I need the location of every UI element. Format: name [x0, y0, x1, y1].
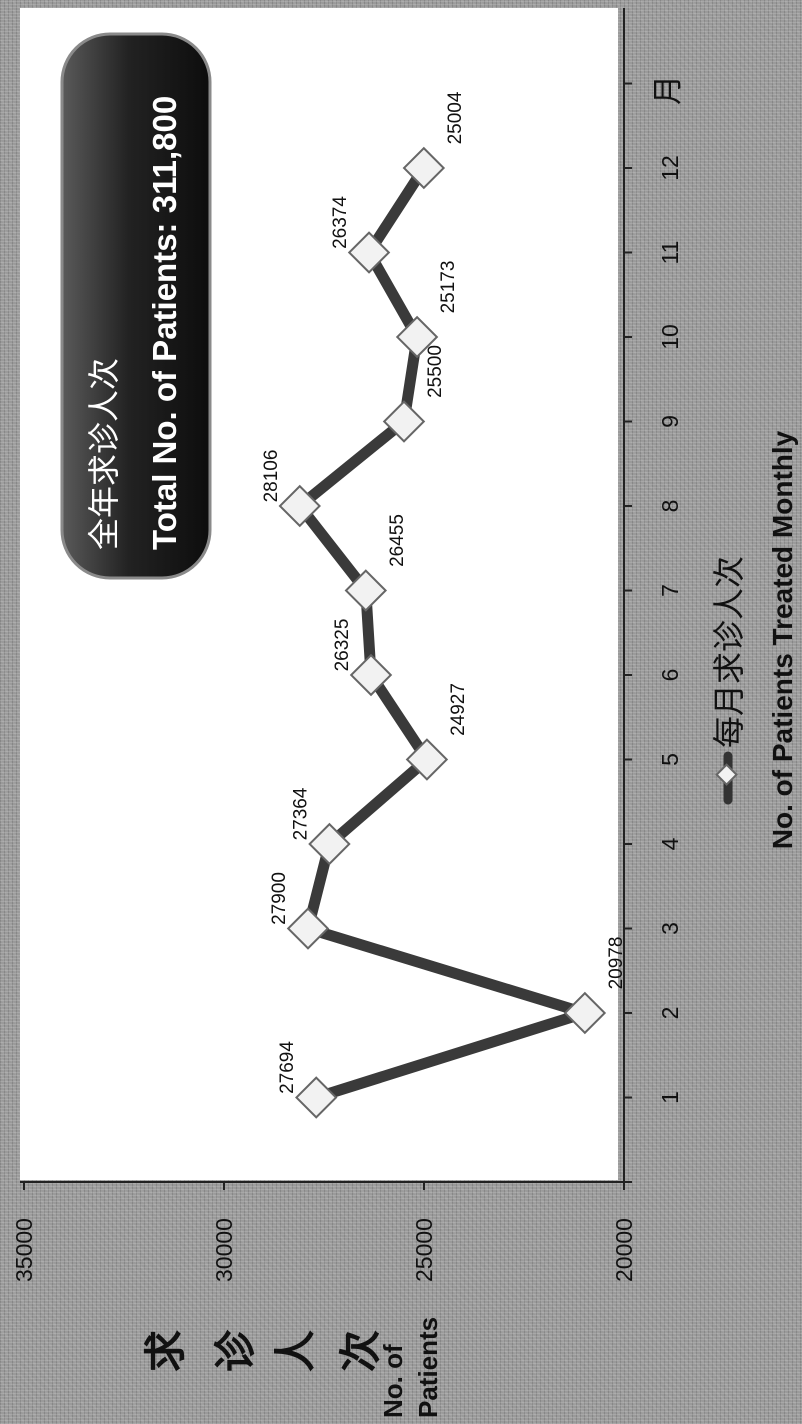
- x-tick-label: 8: [657, 500, 683, 513]
- data-point: [402, 146, 446, 190]
- x-tick-label: 7: [657, 584, 683, 597]
- data-point: [395, 315, 439, 359]
- data-label: 27900: [269, 872, 290, 925]
- data-labels: 27694 20978 27900 27364 24927 26325 26455 28106…: [261, 91, 627, 1094]
- data-label: 24927: [448, 683, 469, 736]
- x-tick-label: 6: [657, 669, 683, 682]
- x-tick-label: 12: [657, 155, 683, 181]
- x-tick-label: 11: [657, 241, 683, 265]
- x-tick-label: 2: [657, 1007, 683, 1020]
- y-axis-title-cn-3: 人: [271, 1330, 320, 1372]
- data-label: 27364: [290, 787, 311, 840]
- data-label: 25004: [445, 91, 466, 144]
- series-markers: [278, 146, 607, 1119]
- legend-marker-swatch: [715, 763, 738, 786]
- y-tick-label: 30000: [211, 1218, 237, 1282]
- y-axis-tick-labels: 20000 25000 30000 35000: [11, 1218, 637, 1282]
- data-label: 26325: [332, 619, 353, 672]
- legend-label: 每月求诊人次: [710, 556, 748, 748]
- y-tick-label: 20000: [611, 1218, 637, 1282]
- data-point: [344, 569, 388, 612]
- data-label: 27694: [277, 1041, 298, 1094]
- annotation-box: [60, 32, 212, 580]
- data-label: 26455: [387, 514, 408, 567]
- x-tick-label: 9: [657, 415, 683, 428]
- y-axis-title-cn-4: 次: [336, 1330, 385, 1372]
- y-axis-title-cn-1: 求: [141, 1330, 190, 1372]
- series-line-group: [294, 162, 591, 1103]
- data-point: [349, 653, 393, 697]
- y-axis-title-en-2: Patients: [413, 1317, 443, 1418]
- data-point: [563, 991, 607, 1035]
- y-axis-title: 求 诊 人 次 No. of Patients: [141, 1317, 443, 1418]
- data-label: 25500: [425, 345, 446, 398]
- data-label: 25173: [438, 261, 459, 314]
- y-axis-title-en-1: No. of: [378, 1344, 408, 1418]
- x-axis-title: No. of Patients Treated Monthly: [767, 430, 798, 849]
- y-tick-label: 35000: [11, 1218, 37, 1282]
- x-tick-label: 5: [657, 753, 683, 766]
- x-axis-ticks: [624, 82, 632, 1183]
- x-tick-label: 3: [657, 922, 683, 935]
- x-tick-label: 1: [657, 1091, 683, 1104]
- annotation-line-cn: 全年求诊人次: [85, 358, 123, 550]
- data-point: [308, 822, 351, 866]
- x-axis-unit-label: 月: [651, 75, 686, 105]
- y-tick-label: 25000: [411, 1218, 437, 1282]
- total-annotation: 全年求诊人次 Total No. of Patients: 311,800: [60, 32, 212, 580]
- data-point: [278, 484, 321, 528]
- x-tick-label: 4: [657, 837, 683, 850]
- series-line: [294, 162, 591, 1103]
- legend: 每月求诊人次: [710, 556, 748, 805]
- x-tick-label: 10: [657, 324, 683, 350]
- data-label: 26374: [330, 196, 351, 249]
- data-point: [295, 1076, 338, 1119]
- y-axis-ticks: [23, 1182, 625, 1190]
- y-axis-title-cn-2: 诊: [211, 1329, 260, 1372]
- data-label: 20978: [606, 937, 627, 990]
- data-point: [405, 738, 449, 781]
- annotation-line-en: Total No. of Patients: 311,800: [146, 96, 183, 550]
- data-point: [286, 907, 330, 950]
- data-label: 28106: [261, 450, 282, 503]
- data-point: [382, 400, 426, 443]
- data-point: [347, 231, 391, 274]
